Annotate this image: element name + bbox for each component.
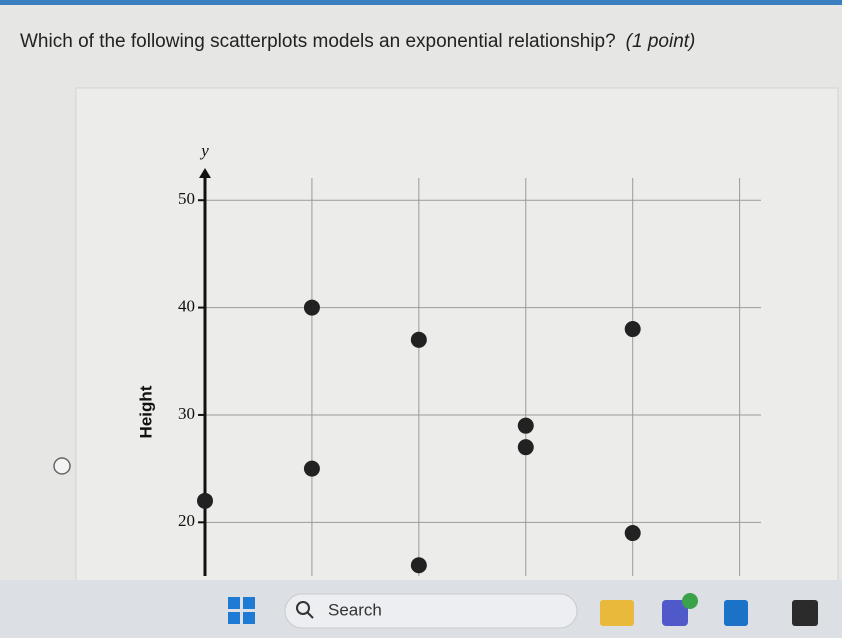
folder-icon[interactable] xyxy=(600,600,634,626)
y-tick-label: 40 xyxy=(178,296,195,315)
point xyxy=(410,331,427,348)
start-tile xyxy=(228,612,240,624)
point xyxy=(517,439,534,456)
search-icon xyxy=(306,611,314,619)
app-icon[interactable] xyxy=(792,600,818,626)
start-tile xyxy=(243,597,255,609)
y-tick-label: 20 xyxy=(178,511,195,530)
y-tick-label: 50 xyxy=(178,189,195,208)
outlook-icon[interactable] xyxy=(724,600,748,626)
search-box[interactable] xyxy=(284,593,578,629)
search-text[interactable]: Search xyxy=(328,600,382,619)
point xyxy=(303,460,320,477)
point xyxy=(303,299,320,316)
y-axis-arrow xyxy=(199,168,211,178)
teams-badge xyxy=(682,593,698,609)
plot: 20 30 40 50 y Height xyxy=(136,141,761,576)
point xyxy=(624,321,641,338)
question: Which of the following scatterplots mode… xyxy=(20,31,695,52)
teams-icon[interactable] xyxy=(662,600,688,626)
start-tile xyxy=(228,597,240,609)
point xyxy=(517,417,534,434)
y-tick-label: 30 xyxy=(178,404,195,423)
radio-button[interactable] xyxy=(53,457,71,475)
search-icon xyxy=(296,601,310,615)
point xyxy=(197,492,213,509)
point xyxy=(624,525,641,542)
question-text: Which of the following scatterplots mode… xyxy=(20,31,616,52)
top-bar xyxy=(0,0,842,5)
y-axis-symbol: y xyxy=(199,141,209,160)
y-axis-title: Height xyxy=(136,385,155,438)
points-label: (1 point) xyxy=(626,31,696,52)
point xyxy=(410,557,427,574)
start-button[interactable] xyxy=(228,597,255,624)
start-tile xyxy=(243,612,255,624)
